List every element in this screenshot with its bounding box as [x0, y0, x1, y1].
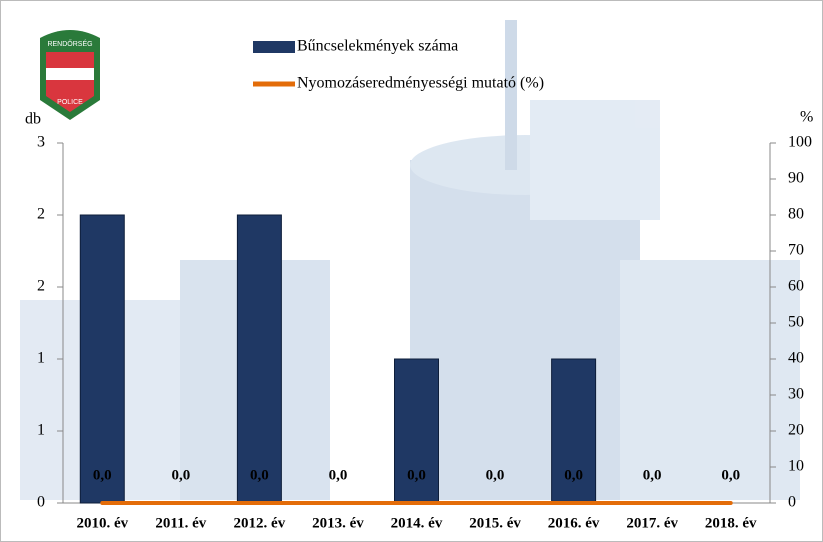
x-tick-label: 2016. év — [548, 515, 600, 531]
y-tick-label: 2 — [37, 206, 45, 223]
y-tick-label: 1 — [37, 422, 45, 439]
y2-tick-label: 50 — [788, 314, 804, 331]
bar — [236, 214, 282, 504]
data-label: 0,0 — [643, 467, 662, 483]
data-label: 0,0 — [564, 467, 583, 483]
bar — [79, 214, 125, 504]
y2-tick-label: 10 — [788, 458, 804, 475]
y2-tick-label: 70 — [788, 242, 804, 259]
y2-tick-label: 80 — [788, 206, 804, 223]
bar — [394, 358, 439, 504]
data-label: 0,0 — [250, 467, 269, 483]
x-tick-label: 2013. év — [312, 515, 364, 531]
logo-text: RENDŐRSÉG — [47, 39, 92, 48]
logo: RENDŐRSÉG POLICE — [40, 30, 100, 120]
x-tick-label: 2010. év — [76, 515, 128, 531]
x-tick-label: 2014. év — [391, 515, 443, 531]
y-axis-label: db — [25, 111, 41, 128]
y2-tick-label: 60 — [788, 278, 804, 295]
data-label: 0,0 — [486, 467, 505, 483]
y2-tick-label: 30 — [788, 386, 804, 403]
x-tick-label: 2018. év — [705, 515, 757, 531]
y-tick-label: 2 — [37, 278, 45, 295]
data-label: 0,0 — [721, 467, 740, 483]
y2-tick-label: 0 — [788, 494, 796, 511]
legend-swatch — [253, 41, 295, 53]
data-label: 0,0 — [171, 467, 190, 483]
legend-label: Nyomozáseredményességi mutató (%) — [297, 75, 544, 92]
y2-tick-label: 40 — [788, 350, 804, 367]
data-label: 0,0 — [329, 467, 348, 483]
x-tick-label: 2017. év — [626, 515, 678, 531]
data-label: 0,0 — [93, 467, 112, 483]
data-label: 0,0 — [407, 467, 426, 483]
x-tick-label: 2015. év — [469, 515, 521, 531]
logo-text: POLICE — [57, 99, 83, 106]
y2-tick-label: 20 — [788, 422, 804, 439]
y-tick-label: 1 — [37, 350, 45, 367]
x-tick-label: 2011. év — [155, 515, 206, 531]
y-tick-label: 3 — [37, 134, 45, 151]
y2-tick-label: 100 — [788, 134, 812, 151]
y-tick-label: 0 — [37, 494, 45, 511]
y2-tick-label: 90 — [788, 170, 804, 187]
bar — [551, 358, 597, 504]
x-tick-label: 2012. év — [234, 515, 286, 531]
y2-axis-label: % — [800, 109, 813, 126]
legend-label: Bűncselekmények száma — [297, 38, 458, 55]
